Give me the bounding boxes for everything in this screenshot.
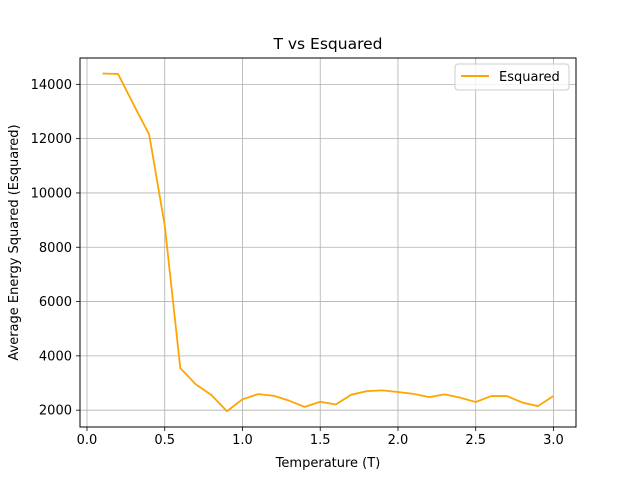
grid xyxy=(80,58,576,427)
x-tick-label: 2.5 xyxy=(465,433,486,448)
legend: Esquared xyxy=(454,63,570,91)
x-tick-label: 1.5 xyxy=(310,433,331,448)
y-tick-label: 10000 xyxy=(31,186,72,201)
legend-box xyxy=(454,63,570,91)
y-tick-label: 8000 xyxy=(39,241,72,256)
y-tick-label: 14000 xyxy=(31,78,72,93)
x-tick-label: 2.0 xyxy=(388,433,409,448)
legend-label-esquared: Esquared xyxy=(499,70,560,85)
x-axis-label: Temperature (T) xyxy=(275,456,381,471)
series-layer xyxy=(102,72,554,413)
y-tick-label: 4000 xyxy=(39,349,72,364)
y-axis-label: Average Energy Squared (Esquared) xyxy=(7,124,22,360)
series-line-esquared xyxy=(102,72,554,413)
x-tick-label: 1.0 xyxy=(232,433,253,448)
x-tick-label: 0.0 xyxy=(77,433,98,448)
y-tick-label: 2000 xyxy=(39,404,72,419)
y-tick-label: 12000 xyxy=(31,132,72,147)
plot-frame xyxy=(79,57,577,428)
x-tick-label: 3.0 xyxy=(543,433,564,448)
x-axis: 0.0 0.5 1.0 1.5 2.0 2.5 3.0 xyxy=(77,427,564,448)
x-tick-label: 0.5 xyxy=(154,433,175,448)
y-tick-label: 6000 xyxy=(39,295,72,310)
y-axis: 2000 4000 6000 8000 10000 12000 14000 xyxy=(31,78,80,419)
chart-title: T vs Esquared xyxy=(272,35,382,53)
